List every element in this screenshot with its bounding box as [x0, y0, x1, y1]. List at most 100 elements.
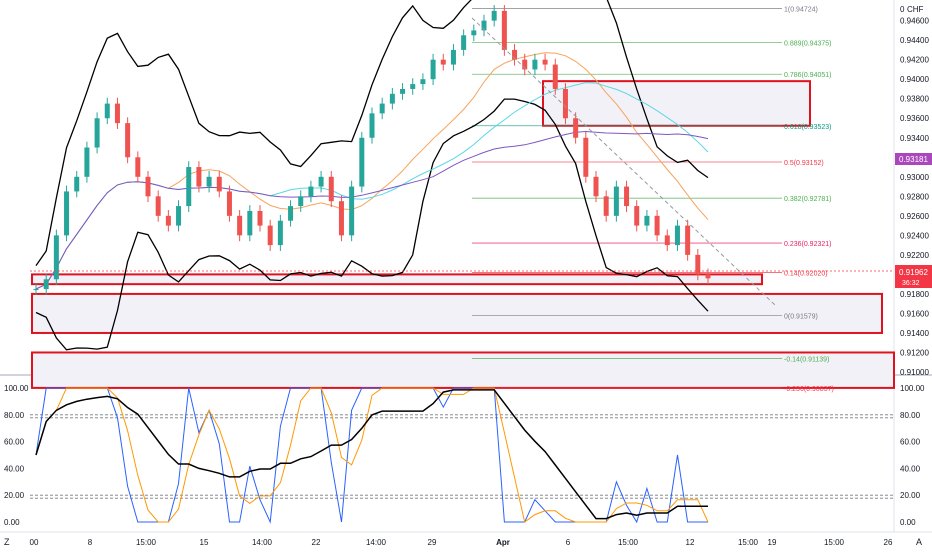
fib-layer: 1(0.94724) 0.889(0.94375) 0.786(0.94051) 0.… [472, 7, 834, 393]
price-tick-2: 0.94200 [900, 56, 929, 65]
time-label-12: 15:00 [738, 538, 759, 547]
candle-61 [654, 215, 660, 236]
candle-55 [593, 176, 599, 197]
fib-label-7: 0.14(0.92020) [784, 270, 828, 277]
candle-15 [186, 167, 192, 207]
candle-16 [196, 167, 202, 187]
bottom-left-control[interactable]: Z [4, 537, 10, 547]
zones-layer [31, 80, 895, 389]
stoch-left-tick-2: 60.00 [4, 438, 25, 447]
current-price-tag: 0.91962 [899, 268, 928, 277]
current-price-countdown: 36:32 [902, 280, 920, 287]
candle-2 [53, 235, 59, 280]
current-price-tag-bg [895, 265, 932, 288]
candle-7 [104, 103, 110, 119]
stoch-tick-4: 20.00 [900, 491, 921, 500]
time-label-0: 00 [30, 538, 39, 547]
bollinger-lower [35, 98, 709, 351]
stoch-tick-0: 100.00 [900, 384, 925, 393]
fib-label-5: 0.382(0.92781) [784, 196, 831, 203]
candle-54 [583, 137, 589, 177]
candle-49 [532, 59, 538, 70]
price-tick-16: 0.91200 [900, 348, 929, 357]
candle-27 [308, 186, 314, 197]
candle-43 [471, 30, 477, 36]
time-label-4: 14:00 [252, 538, 273, 547]
candle-24 [277, 220, 283, 246]
candle-65 [695, 254, 701, 275]
candle-37 [410, 84, 416, 89]
candle-0 [33, 289, 39, 291]
zone-support-3 [31, 351, 895, 389]
time-axis[interactable]: 00 8 15:00 15 14:00 22 14:00 29 Apr 6 15:00 12 15:00… [30, 538, 893, 547]
candle-64 [685, 225, 691, 255]
candle-62 [664, 235, 670, 246]
fib-label-2: 0.786(0.94051) [784, 72, 831, 79]
candle-42 [461, 35, 467, 50]
fib-label-4: 0.5(0.93152) [784, 160, 824, 167]
candle-36 [400, 88, 406, 94]
price-tick-17: 0.91000 [900, 368, 929, 377]
candle-56 [603, 196, 609, 216]
price-tick-6: 0.93400 [900, 134, 929, 143]
candle-31 [349, 186, 355, 236]
candle-26 [298, 196, 304, 207]
time-label-15: 26 [884, 538, 893, 547]
candle-50 [542, 59, 548, 65]
fib-label-9: -0.14(0.91139) [784, 356, 829, 363]
time-label-9: 6 [566, 538, 571, 547]
candle-46 [501, 10, 507, 50]
price-tick-5: 0.93600 [900, 114, 929, 123]
time-label-11: 12 [686, 538, 695, 547]
candle-14 [176, 206, 182, 226]
candle-18 [216, 176, 222, 192]
candle-13 [165, 215, 171, 226]
candle-53 [573, 118, 579, 138]
price-tick-8: 0.93000 [900, 173, 929, 182]
stoch-tick-5: 0.00 [900, 518, 916, 527]
stoch-tick-2: 60.00 [900, 438, 921, 447]
fib-label-0: 1(0.94724) [784, 7, 818, 14]
time-label-2: 15:00 [136, 538, 157, 547]
candle-28 [318, 176, 324, 187]
candle-30 [338, 201, 344, 236]
candle-8 [114, 103, 120, 124]
zone-support-1 [31, 273, 763, 286]
zone-resistance-0 [542, 80, 811, 127]
candle-11 [145, 176, 151, 197]
price-tick-3: 0.94000 [900, 75, 929, 84]
candles-layer [33, 5, 711, 295]
stoch-left-tick-3: 40.00 [4, 464, 25, 473]
candle-38 [420, 79, 426, 85]
candle-17 [206, 176, 212, 187]
stochastic-left-axis: 100.00 80.00 60.00 40.00 20.00 0.00 [4, 384, 29, 527]
price-tick-14: 0.91600 [900, 309, 929, 318]
candle-34 [379, 103, 385, 114]
stoch-left-tick-1: 80.00 [4, 411, 25, 420]
zone-support-2 [31, 292, 883, 334]
candle-44 [481, 20, 487, 31]
time-label-8: Apr [496, 538, 510, 547]
fib-label-10: -0.236(0.90837) [784, 386, 834, 393]
candle-35 [389, 93, 395, 104]
price-tick-1: 0.94400 [900, 36, 929, 45]
candle-6 [94, 118, 100, 148]
candle-57 [613, 186, 619, 216]
fib-label-1: 0.889(0.94375) [784, 41, 831, 48]
candle-33 [369, 113, 375, 138]
candle-21 [247, 210, 253, 236]
time-label-14: 15:00 [824, 538, 845, 547]
price-tick-9: 0.92800 [900, 192, 929, 201]
price-tick-15: 0.91400 [900, 329, 929, 338]
time-label-3: 15 [200, 538, 209, 547]
bottom-right-control[interactable]: A [916, 537, 922, 547]
candle-47 [512, 49, 518, 60]
currency-label: CHF [907, 5, 924, 14]
candle-20 [237, 215, 243, 236]
candle-59 [634, 206, 640, 226]
stochastic-axis[interactable]: 100.00 80.00 60.00 40.00 20.00 0.00 [900, 384, 925, 527]
candle-29 [328, 176, 334, 202]
candle-45 [491, 10, 497, 21]
